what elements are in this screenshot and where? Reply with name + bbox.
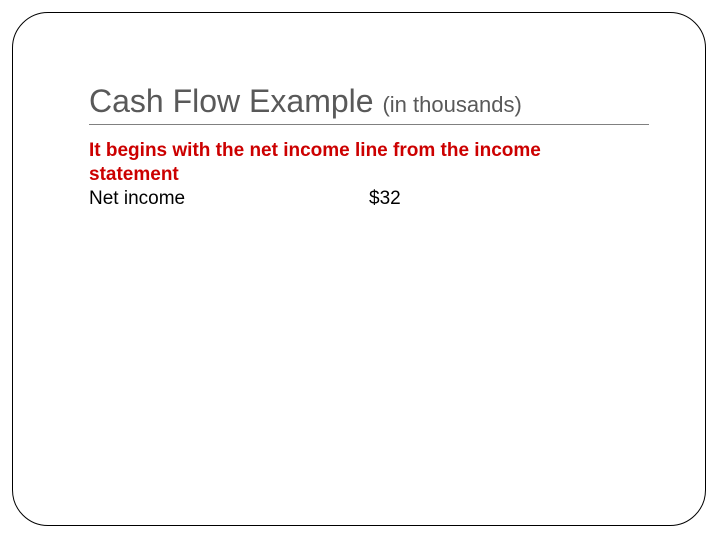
net-income-label: Net income [89, 188, 369, 210]
net-income-row: Net income $32 [89, 188, 669, 210]
title-sub: (in thousands) [382, 92, 521, 117]
title-underline [89, 124, 649, 125]
slide-content: Cash Flow Example (in thousands) It begi… [89, 83, 669, 210]
slide-frame: Cash Flow Example (in thousands) It begi… [12, 12, 706, 526]
slide-title: Cash Flow Example (in thousands) [89, 83, 669, 120]
net-income-value: $32 [369, 188, 401, 210]
title-main: Cash Flow Example [89, 83, 374, 119]
intro-text: It begins with the net income line from … [89, 139, 629, 187]
